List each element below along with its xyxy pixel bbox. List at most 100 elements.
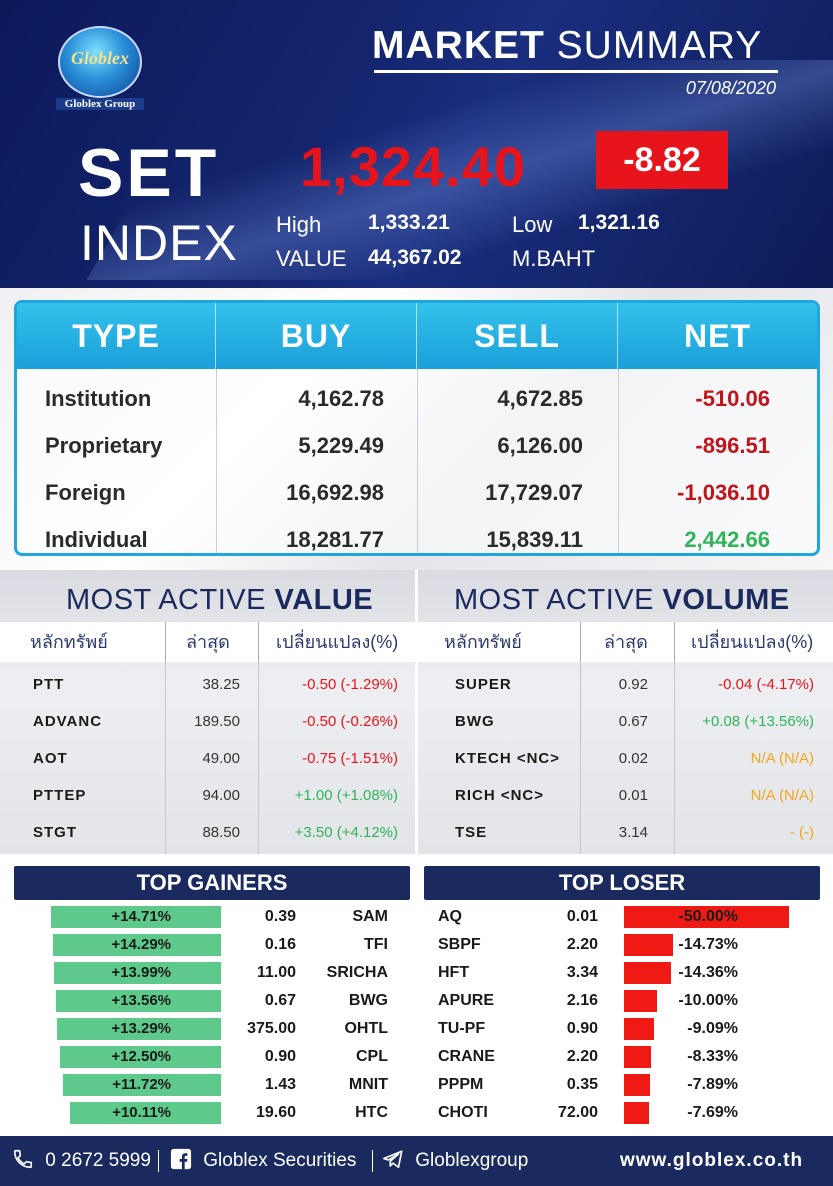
list-item: RICH <NC> 0.01 N/A (N/A)	[418, 778, 833, 814]
list-item: BWG 0.67 +0.08 (+13.56%)	[418, 704, 833, 740]
gainer-row: +14.29% 0.16 TFI	[0, 934, 416, 956]
sell-value: 6,126.00	[497, 433, 583, 458]
last-price: 0.02	[618, 750, 648, 767]
sell-value: 17,729.07	[485, 480, 583, 505]
price-change: -0.04 (-4.17%)	[718, 676, 814, 693]
gainer-price: 1.43	[264, 1076, 296, 1093]
header-divider	[258, 622, 259, 662]
loser-percent: -7.89%	[687, 1076, 738, 1093]
symbol: ADVANC	[33, 713, 103, 730]
title-bold: MARKET	[372, 24, 545, 67]
loser-bar	[624, 990, 657, 1012]
phone-icon	[13, 1149, 33, 1169]
gainer-row: +11.72% 1.43 MNIT	[0, 1074, 416, 1096]
loser-row: CRANE 2.20 -8.33%	[424, 1046, 824, 1068]
gainer-price: 11.00	[256, 964, 296, 981]
symbol: BWG	[455, 713, 495, 730]
loser-symbol: AQ	[438, 908, 462, 925]
gainer-percent: +14.71%	[111, 908, 171, 925]
logo-text: Globlex	[71, 48, 129, 68]
header-change: เปลี่ยนแปลง(%)	[276, 632, 399, 652]
loser-row: AQ 0.01 -50.00%	[424, 906, 824, 928]
telegram-link[interactable]: Globlexgroup	[382, 1136, 528, 1186]
telegram-icon	[383, 1150, 403, 1169]
loser-percent: -50.00%	[678, 908, 738, 925]
loser-percent: -14.73%	[678, 936, 738, 953]
investor-type: Individual	[45, 527, 148, 552]
loser-row: HFT 3.34 -14.36%	[424, 962, 824, 984]
phone-contact[interactable]: 0 2672 5999	[12, 1136, 151, 1186]
list-item: KTECH <NC> 0.02 N/A (N/A)	[418, 741, 833, 777]
top-gainers-title: TOP GAINERS	[14, 866, 410, 900]
loser-price: 2.20	[566, 936, 598, 953]
loser-percent: -14.36%	[678, 964, 738, 981]
list-item: STGT 88.50 +3.50 (+4.12%)	[0, 815, 415, 851]
loser-row: CHOTI 72.00 -7.69%	[424, 1102, 824, 1124]
table-row: Institution 4,162.78 4,672.85 -510.06	[17, 375, 817, 422]
logo-subtext: Globlex Group	[56, 98, 144, 110]
most-active-value-title: MOST ACTIVE VALUE	[66, 584, 373, 617]
header: Globlex Globlex Group MARKET SUMMARY 07/…	[0, 0, 833, 288]
header-divider	[580, 622, 581, 662]
loser-price: 0.90	[566, 1020, 598, 1037]
phone-number: 0 2672 5999	[45, 1150, 151, 1171]
loser-row: SBPF 2.20 -14.73%	[424, 934, 824, 956]
table-header: TYPE BUY SELL NET	[17, 303, 817, 369]
last-price: 189.50	[194, 713, 240, 730]
last-price: 0.92	[618, 676, 648, 693]
column-divider	[417, 369, 418, 553]
buy-value: 18,281.77	[286, 527, 384, 552]
loser-price: 72.00	[557, 1104, 598, 1121]
gainer-row: +13.56% 0.67 BWG	[0, 990, 416, 1012]
table-row: Foreign 16,692.98 17,729.07 -1,036.10	[17, 469, 817, 516]
loser-price: 3.34	[566, 964, 598, 981]
gainer-bar: +14.29%	[53, 934, 221, 956]
header-buy: BUY	[216, 303, 417, 369]
price-change: -0.50 (-1.29%)	[302, 676, 398, 693]
list-item: PTTEP 94.00 +1.00 (+1.08%)	[0, 778, 415, 814]
value-label: VALUE	[276, 246, 347, 271]
investor-type: Proprietary	[45, 433, 163, 458]
facebook-name: Globlex Securities	[203, 1150, 357, 1171]
price-change: +1.00 (+1.08%)	[294, 787, 398, 804]
top-movers-section: TOP GAINERS TOP LOSER +14.71% 0.39 SAM +14.…	[0, 854, 833, 1136]
gainer-percent: +13.56%	[111, 992, 171, 1009]
title-bold: VOLUME	[662, 584, 790, 616]
column-divider	[165, 662, 166, 854]
most-active-volume-header: หลักทรัพย์ ล่าสุด เปลี่ยนแปลง(%)	[418, 622, 833, 662]
gainer-price: 0.90	[264, 1048, 296, 1065]
column-divider	[580, 662, 581, 854]
header-sell: SELL	[417, 303, 618, 369]
last-price: 0.67	[618, 713, 648, 730]
buy-value: 16,692.98	[286, 480, 384, 505]
most-active-value-header: หลักทรัพย์ ล่าสุด เปลี่ยนแปลง(%)	[0, 622, 415, 662]
symbol: KTECH <NC>	[455, 750, 561, 767]
header-type: TYPE	[17, 303, 216, 369]
header-change: เปลี่ยนแปลง(%)	[691, 632, 814, 652]
price-change: +3.50 (+4.12%)	[294, 824, 398, 841]
price-change: +0.08 (+13.56%)	[702, 713, 814, 730]
gainer-bar: +12.50%	[60, 1046, 221, 1068]
header-last: ล่าสุด	[604, 632, 648, 652]
website-link[interactable]: www.globlex.co.th	[620, 1150, 804, 1171]
investor-type: Institution	[45, 386, 152, 411]
symbol: STGT	[33, 824, 77, 841]
loser-percent: -7.69%	[687, 1104, 738, 1121]
loser-row: TU-PF 0.90 -9.09%	[424, 1018, 824, 1040]
facebook-link[interactable]: Globlex Securities	[170, 1136, 356, 1186]
investor-type-section: TYPE BUY SELL NET Institution 4,162.78 4,6…	[0, 288, 833, 570]
loser-row: PPPM 0.35 -7.89%	[424, 1074, 824, 1096]
unit-label: M.BAHT	[512, 246, 596, 271]
header-divider	[674, 622, 675, 662]
column-divider	[618, 369, 619, 553]
gainer-price: 0.16	[264, 936, 296, 953]
last-price: 3.14	[618, 824, 648, 841]
gainer-bar: +13.29%	[57, 1018, 221, 1040]
list-item: PTT 38.25 -0.50 (-1.29%)	[0, 667, 415, 703]
loser-price: 2.16	[566, 992, 598, 1009]
last-price: 94.00	[202, 787, 240, 804]
last-price: 88.50	[202, 824, 240, 841]
header-symbol: หลักทรัพย์	[30, 632, 108, 652]
most-active-volume-title: MOST ACTIVE VOLUME	[454, 584, 790, 617]
loser-bar	[624, 934, 673, 956]
